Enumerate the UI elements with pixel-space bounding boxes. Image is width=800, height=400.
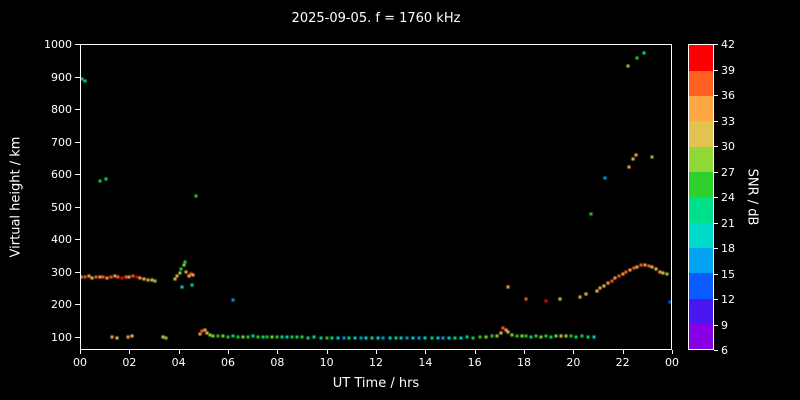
x-tick-label: 18 [517, 356, 531, 369]
y-tick-label: 700 [51, 135, 72, 149]
colorbar-band [689, 121, 713, 147]
colorbar-band [689, 70, 713, 97]
colorbar-band [689, 45, 713, 71]
x-tick-mark [277, 350, 279, 354]
colorbar-tick-mark [714, 120, 718, 122]
colorbar-band [689, 222, 713, 249]
x-tick-label: 20 [566, 356, 581, 369]
colorbar-tick-mark [714, 324, 718, 326]
x-tick-mark [376, 350, 377, 354]
y-tick-mark [75, 239, 80, 241]
colorbar-tick-label: 6 [721, 344, 728, 357]
x-tick-mark [474, 350, 476, 354]
colorbar-tick-label: 21 [721, 216, 735, 230]
colorbar-tick-mark [714, 299, 718, 300]
x-tick-label: 02 [122, 356, 137, 369]
x-tick-mark [228, 350, 229, 354]
colorbar-tick-mark [714, 171, 718, 173]
y-tick-label: 200 [51, 298, 72, 312]
colorbar-tick-mark [714, 44, 718, 45]
colorbar-tick-label: 33 [721, 114, 735, 128]
colorbar-band [689, 95, 713, 122]
y-tick-mark [75, 336, 80, 338]
colorbar-band [689, 197, 713, 223]
colorbar-tick-label: 27 [721, 165, 735, 179]
x-tick-mark [326, 350, 328, 354]
colorbar-band [689, 323, 713, 350]
y-tick-mark [75, 271, 80, 273]
y-tick-label: 300 [51, 265, 72, 279]
x-tick-mark [524, 350, 525, 354]
y-tick-mark [75, 44, 80, 45]
x-tick-label: 12 [369, 356, 383, 369]
colorbar-tick-mark [714, 197, 718, 198]
y-tick-mark [75, 174, 80, 176]
y-axis-label: Virtual height / km [8, 136, 24, 258]
chart-title: 2025-09-05. f = 1760 kHz [291, 11, 461, 26]
colorbar-tick-label: 9 [721, 318, 728, 332]
colorbar-tick-label: 42 [721, 38, 735, 51]
y-tick-label: 500 [51, 200, 72, 214]
colorbar-tick-label: 39 [721, 63, 735, 77]
x-tick-mark [573, 350, 575, 354]
x-tick-mark [129, 350, 131, 354]
colorbar-tick-mark [714, 248, 718, 249]
x-tick-label: 10 [319, 356, 334, 369]
x-axis-label: UT Time / hrs [332, 376, 420, 391]
colorbar-tick-label: 15 [721, 267, 735, 281]
colorbar-tick-label: 12 [721, 293, 735, 306]
x-tick-label: 22 [615, 356, 630, 369]
x-tick-mark [425, 350, 427, 354]
colorbar-tick-mark [714, 350, 718, 351]
y-tick-mark [75, 304, 80, 306]
y-tick-label: 900 [51, 70, 72, 84]
y-tick-label: 600 [51, 168, 72, 182]
x-tick-label: 14 [418, 356, 433, 369]
x-tick-label: 00 [665, 356, 679, 369]
colorbar-tick-mark [714, 273, 718, 275]
y-tick-label: 400 [51, 233, 72, 247]
x-tick-mark [672, 350, 673, 354]
colorbar-tick-mark [714, 95, 718, 96]
scatter-plot-canvas [80, 44, 672, 350]
colorbar-tick-mark [714, 146, 718, 147]
colorbar-band [689, 247, 713, 274]
colorbar-band [689, 171, 713, 198]
x-tick-mark [80, 350, 81, 354]
y-tick-mark [75, 76, 80, 78]
colorbar [688, 44, 714, 350]
y-tick-mark [75, 141, 80, 143]
colorbar-band [689, 146, 713, 173]
colorbar-tick-mark [714, 69, 718, 71]
y-tick-mark [75, 206, 80, 208]
y-tick-label: 800 [51, 103, 72, 117]
x-tick-mark [622, 350, 624, 354]
colorbar-band [689, 298, 713, 325]
colorbar-tick-label: 18 [721, 242, 735, 255]
x-tick-label: 08 [270, 356, 285, 369]
y-tick-mark [75, 109, 80, 111]
colorbar-band [689, 273, 713, 299]
y-tick-label: 100 [51, 330, 72, 344]
colorbar-tick-label: 24 [721, 191, 735, 204]
colorbar-label: SNR / dB [744, 168, 760, 226]
x-tick-label: 04 [171, 356, 186, 369]
x-tick-label: 00 [73, 356, 87, 369]
colorbar-tick-label: 36 [721, 89, 735, 102]
colorbar-tick-mark [714, 222, 718, 224]
x-tick-label: 16 [467, 356, 482, 369]
colorbar-tick-label: 30 [721, 140, 735, 153]
x-tick-label: 06 [221, 356, 235, 369]
x-tick-mark [178, 350, 180, 354]
y-tick-label: 1000 [44, 38, 72, 51]
